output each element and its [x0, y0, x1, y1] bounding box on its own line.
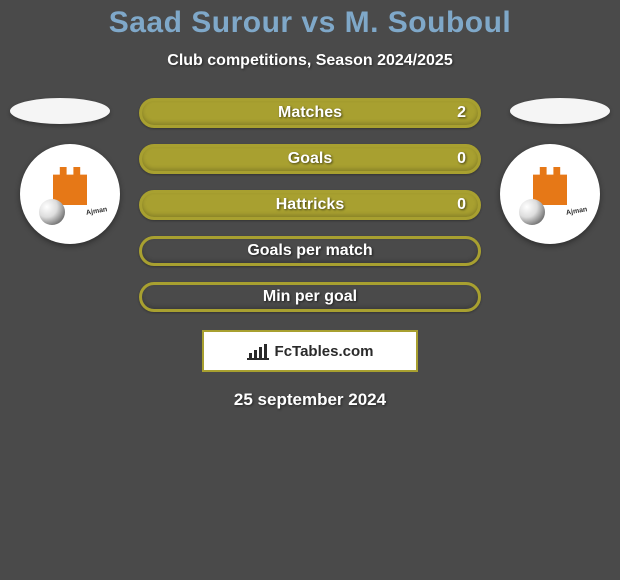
stat-value-right: 2: [457, 104, 466, 122]
infographic-root: Saad Surour vs M. Souboul Club competiti…: [0, 0, 620, 410]
stat-pill: Matches 2: [139, 98, 481, 128]
date-text: 25 september 2024: [0, 390, 620, 410]
badge-ball-icon: [519, 199, 545, 225]
badge-ball-icon: [39, 199, 65, 225]
club-badge-right: Ajman: [500, 144, 600, 244]
badge-tower-icon: [53, 167, 87, 205]
player-avatar-left: [10, 98, 110, 124]
source-logo-box: FcTables.com: [202, 330, 418, 372]
badge-inner-right: Ajman: [515, 159, 585, 229]
stat-label: Goals per match: [247, 242, 372, 260]
badge-inner-left: Ajman: [35, 159, 105, 229]
stat-pill: Goals 0: [139, 144, 481, 174]
fctables-chart-icon: [247, 342, 269, 360]
stat-pill: Goals per match: [139, 236, 481, 266]
player-avatar-right: [510, 98, 610, 124]
badge-tower-icon: [533, 167, 567, 205]
badge-text-left: Ajman: [85, 206, 107, 217]
stat-pill: Hattricks 0: [139, 190, 481, 220]
stat-label: Goals: [288, 150, 332, 168]
stat-value-right: 0: [457, 196, 466, 214]
page-title: Saad Surour vs M. Souboul: [0, 6, 620, 40]
page-subtitle: Club competitions, Season 2024/2025: [0, 52, 620, 70]
badge-text-right: Ajman: [565, 206, 587, 217]
stat-label: Min per goal: [263, 288, 357, 306]
club-badge-left: Ajman: [20, 144, 120, 244]
stat-label: Matches: [278, 104, 342, 122]
stat-label: Hattricks: [276, 196, 344, 214]
stat-pill: Min per goal: [139, 282, 481, 312]
source-logo-text: FcTables.com: [275, 343, 374, 360]
stat-value-right: 0: [457, 150, 466, 168]
main-area: Ajman Ajman Matches2Goals0Hattricks0Goal…: [0, 98, 620, 410]
stats-column: Matches 2 Goals 0 Hattricks 0 Goals per match M…: [139, 98, 481, 312]
